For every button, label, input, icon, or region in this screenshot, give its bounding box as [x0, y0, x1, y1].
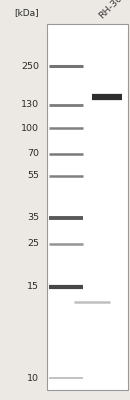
Bar [47, 24, 128, 390]
Text: 100: 100 [21, 124, 39, 133]
Text: 35: 35 [27, 214, 39, 222]
Text: 25: 25 [27, 239, 39, 248]
Text: 10: 10 [27, 374, 39, 383]
Text: [kDa]: [kDa] [14, 8, 39, 18]
Text: 55: 55 [27, 171, 39, 180]
Text: 70: 70 [27, 150, 39, 158]
Text: 250: 250 [21, 62, 39, 70]
Text: RH-30: RH-30 [98, 0, 124, 20]
Text: 15: 15 [27, 282, 39, 291]
Text: 130: 130 [21, 100, 39, 109]
